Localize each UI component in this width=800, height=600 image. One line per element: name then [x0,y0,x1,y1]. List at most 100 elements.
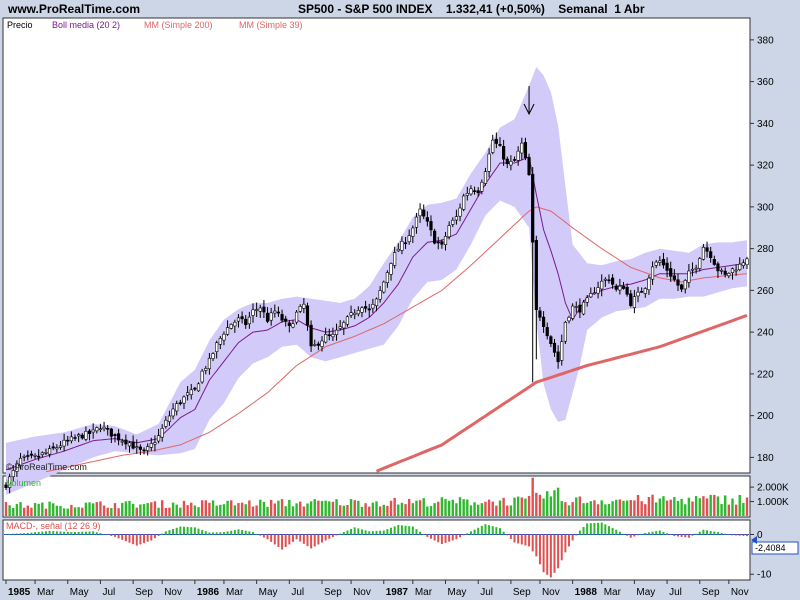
volume-bar [295,503,298,516]
volume-bar [444,499,447,516]
candle-body [494,138,498,144]
volume-bar [91,503,95,516]
candle-body [95,427,99,432]
candle-body [614,285,618,290]
volume-bar [211,500,215,516]
candle-body [189,389,193,396]
macd-bar [604,524,607,535]
macd-bar [99,533,102,535]
candle-body [284,318,288,322]
macd-bar [408,526,411,535]
volume-bar [509,505,513,516]
candle-body [734,269,738,272]
macd-bar [742,534,745,536]
macd-bar [277,534,280,548]
candle-body [62,439,66,447]
candle-body [222,333,226,341]
macd-bar [66,531,69,535]
macd-panel[interactable] [2,519,751,581]
candle-body [236,317,241,322]
candle-body [690,268,695,271]
volume-bar [520,497,523,516]
volume-bar [233,505,237,516]
site-url[interactable]: www.ProRealTime.com [8,2,141,16]
macd-bar [248,531,251,535]
volume-bar [230,500,233,516]
volume-bar [698,498,701,516]
candle-body [8,476,12,488]
candle-body [345,316,350,325]
candle-body [712,258,716,265]
candle-body [636,291,640,297]
macd-bar [124,534,127,542]
macd-bar [244,530,247,535]
macd-bar [281,534,284,550]
candle-body [37,455,41,458]
macd-bar [535,534,538,557]
candle-body [251,309,255,316]
volume-bar [291,506,295,516]
candle-body [523,142,528,159]
volume-bar [491,501,494,516]
volume-bar [193,505,197,516]
candle-body [680,284,684,290]
y-tick-label: 0 [757,530,763,541]
price-panel[interactable] [2,17,751,474]
y-tick-label: 2.000K [757,483,789,494]
volume-bar [589,501,593,516]
volume-bar [480,503,484,516]
y-tick-label: -10 [757,570,772,581]
macd-bar [520,534,523,545]
volume-bar [84,502,88,516]
volume-bar [106,507,109,516]
candle-body [334,329,339,336]
macd-bar [161,533,164,535]
candle-body [611,277,615,285]
candle-body [229,324,233,329]
volume-bar [418,500,422,516]
candle-body [618,285,622,291]
macd-bar [622,533,625,535]
volume-bar [404,504,407,516]
candle-body [106,427,110,430]
candle-body [443,236,448,246]
macd-bar [63,531,66,535]
macd-bar [201,529,204,535]
volume-bar [110,508,113,516]
macd-bar [143,534,146,544]
macd-bar [172,528,175,535]
volume-bar [440,497,444,516]
macd-bar [270,534,273,542]
candle-body [11,470,15,477]
volume-bar [731,498,734,516]
volume-bar [182,500,186,516]
macd-bar [629,534,632,538]
volume-bar [139,504,142,516]
y-tick-label: 280 [757,244,774,255]
y-tick-label: 180 [757,453,774,464]
macd-bar [288,534,291,545]
candle-body [422,209,426,217]
macd-bar [517,534,520,544]
candle-body [15,463,19,472]
volume-bar [22,507,26,516]
macd-bar [193,527,196,535]
macd-bar [390,527,393,535]
candle-body [291,323,295,328]
candle-body [153,442,157,445]
volume-bar [437,501,440,516]
volume-bar [462,499,465,516]
volume-bar [302,506,306,516]
volume-bar [495,505,498,516]
macd-bar [557,534,560,569]
macd-bar [8,533,11,535]
candle-body [476,190,480,194]
volume-bar [26,505,29,516]
macd-bar [509,534,512,539]
candle-body [87,430,92,434]
macd-value: -2,4084 [755,543,786,553]
macd-bar [41,531,44,535]
volume-bar [128,500,131,516]
volume-bar [215,505,218,516]
